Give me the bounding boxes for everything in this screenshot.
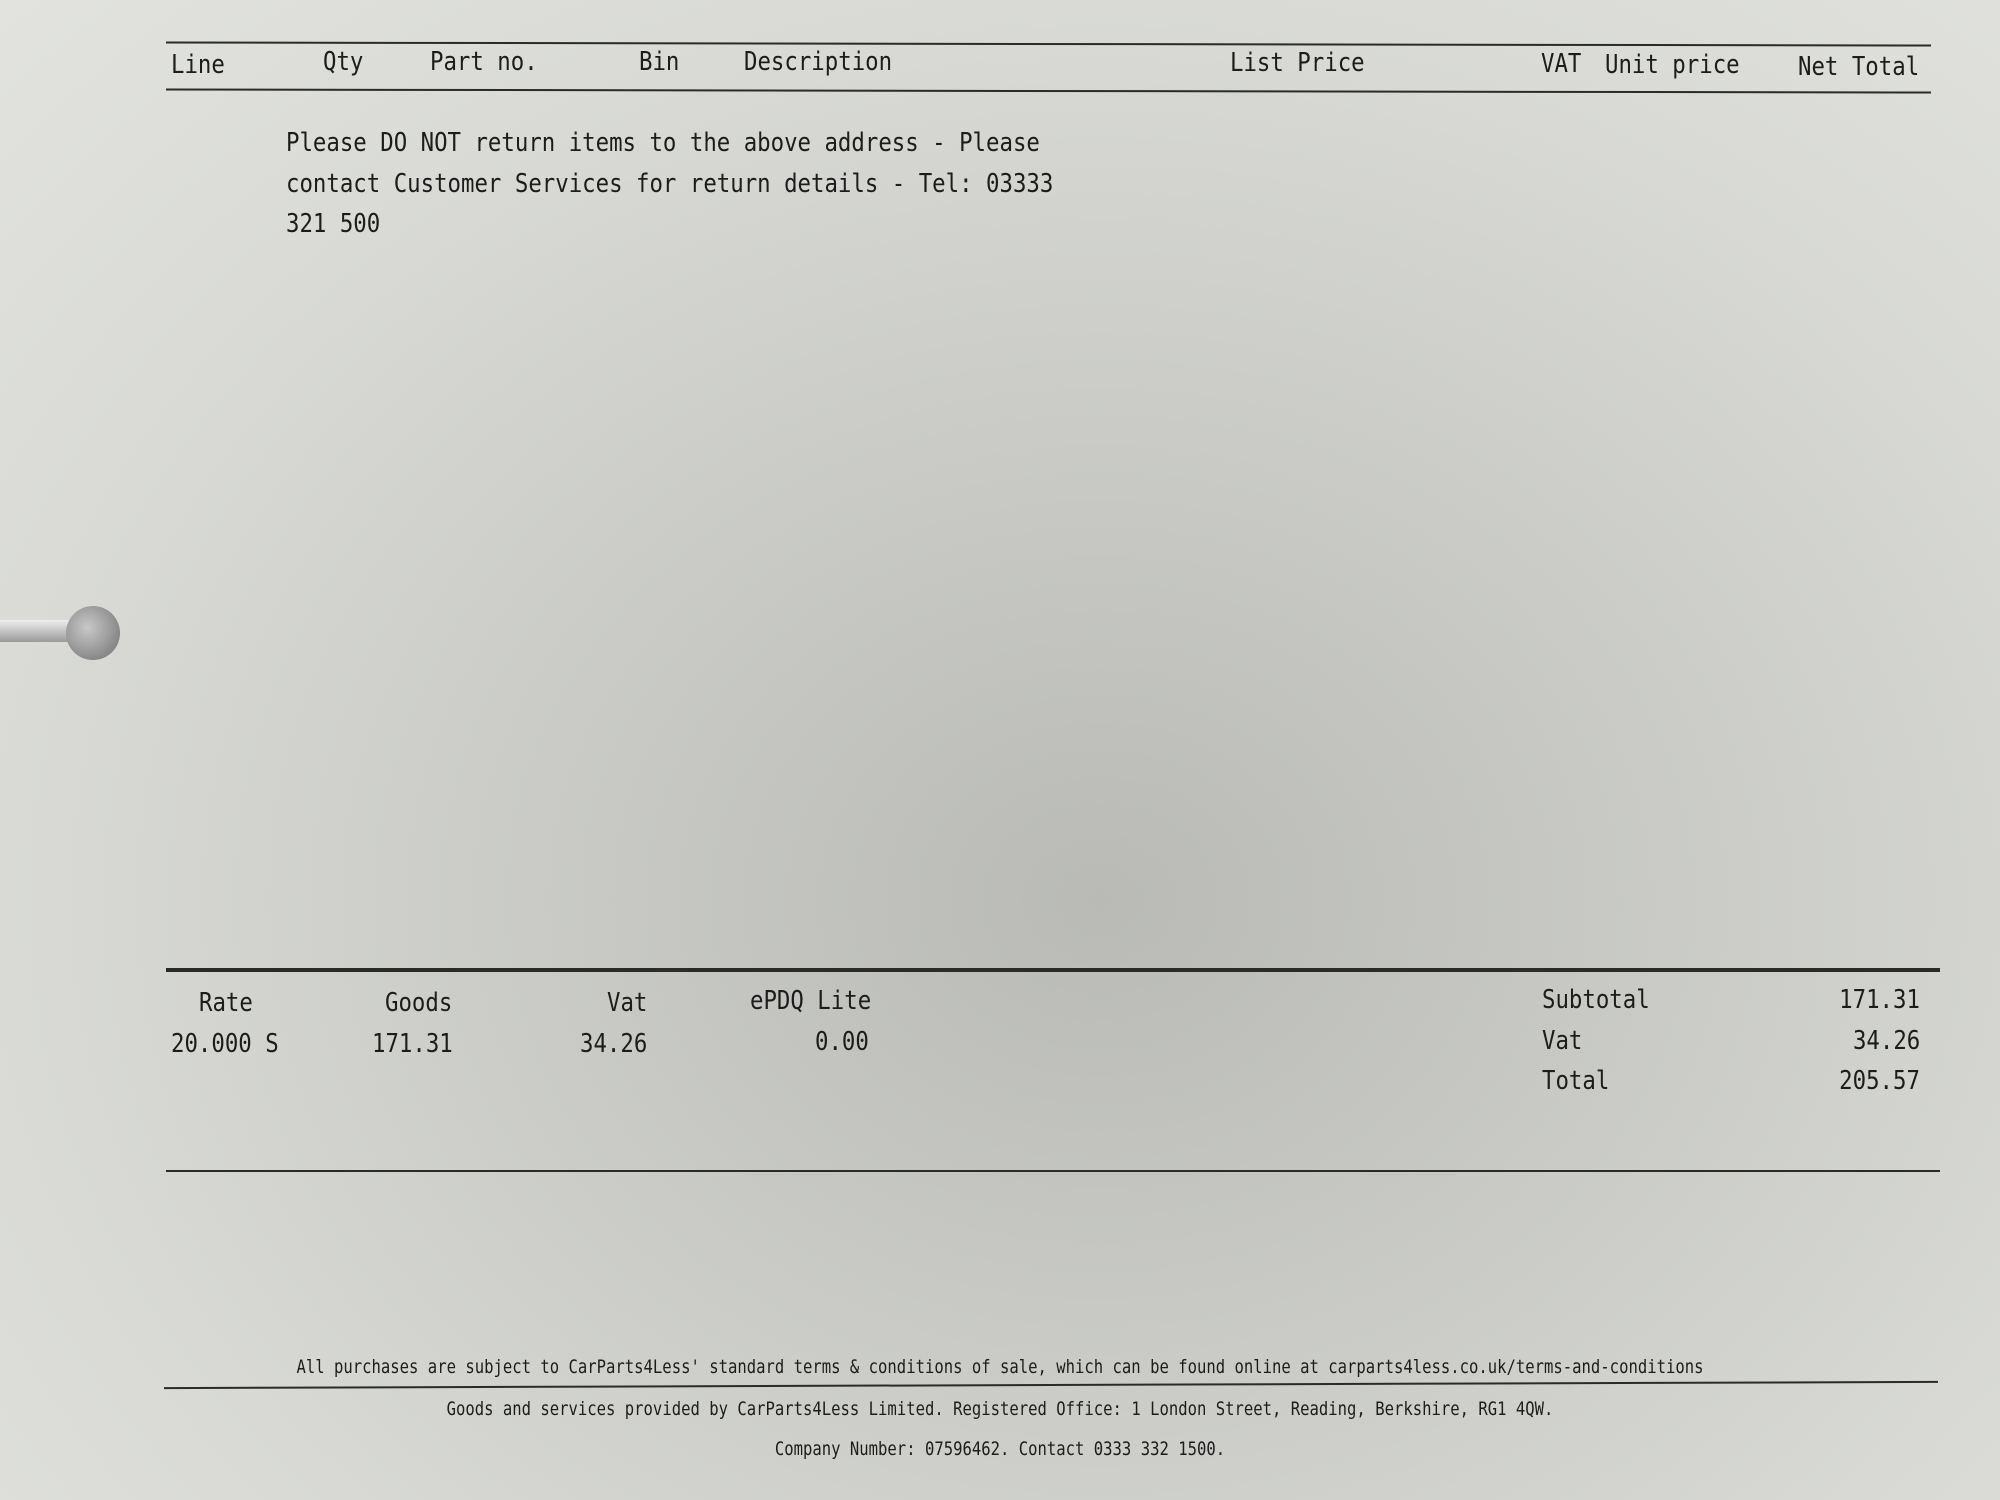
vat-header-epdq: ePDQ Lite — [750, 986, 872, 1016]
vat-header-goods: Goods — [385, 988, 453, 1018]
header-top-rule — [165, 41, 1932, 47]
vat-header-rate: Rate — [199, 988, 253, 1018]
vat-rate-value: 20.000 S — [171, 1029, 279, 1059]
col-unit-price: Unit price — [1605, 50, 1740, 80]
notice-line: contact Customer Services for return det… — [286, 169, 1054, 199]
footer-rule — [164, 1380, 1938, 1390]
col-qty: Qty — [323, 47, 364, 77]
header-bottom-rule — [165, 88, 1932, 94]
summary-top-rule — [166, 968, 1940, 972]
vat-vat-value: 34.26 — [580, 1029, 648, 1059]
grand-total-label: Total — [1542, 1066, 1610, 1096]
vat-header-vat: Vat — [607, 988, 648, 1018]
subtotal-value: 171.31 — [1839, 985, 1920, 1015]
summary-bottom-rule — [166, 1170, 1940, 1172]
col-vat: VAT — [1541, 49, 1582, 79]
subtotal-label: Subtotal — [1542, 985, 1650, 1015]
notice-line: Please DO NOT return items to the above … — [286, 128, 1040, 158]
col-list-price: List Price — [1230, 48, 1365, 78]
pen-body — [0, 620, 80, 642]
col-line: Line — [171, 50, 225, 80]
vat-total-label: Vat — [1542, 1026, 1583, 1056]
col-part-no: Part no. — [430, 47, 538, 77]
vat-goods-value: 171.31 — [372, 1029, 453, 1059]
grand-total-value: 205.57 — [1839, 1066, 1920, 1096]
vat-epdq-value: 0.00 — [815, 1027, 869, 1057]
footer-terms: All purchases are subject to CarParts4Le… — [296, 1356, 1704, 1378]
pen-clip — [66, 606, 120, 660]
notice-line: 321 500 — [286, 209, 381, 239]
vat-total-value: 34.26 — [1852, 1026, 1920, 1056]
col-net-total: Net Total — [1798, 52, 1920, 82]
footer-company: Company Number: 07596462. Contact 0333 3… — [774, 1438, 1226, 1460]
footer-provider: Goods and services provided by CarParts4… — [446, 1398, 1554, 1420]
col-description: Description — [744, 47, 893, 77]
col-bin: Bin — [639, 47, 680, 77]
